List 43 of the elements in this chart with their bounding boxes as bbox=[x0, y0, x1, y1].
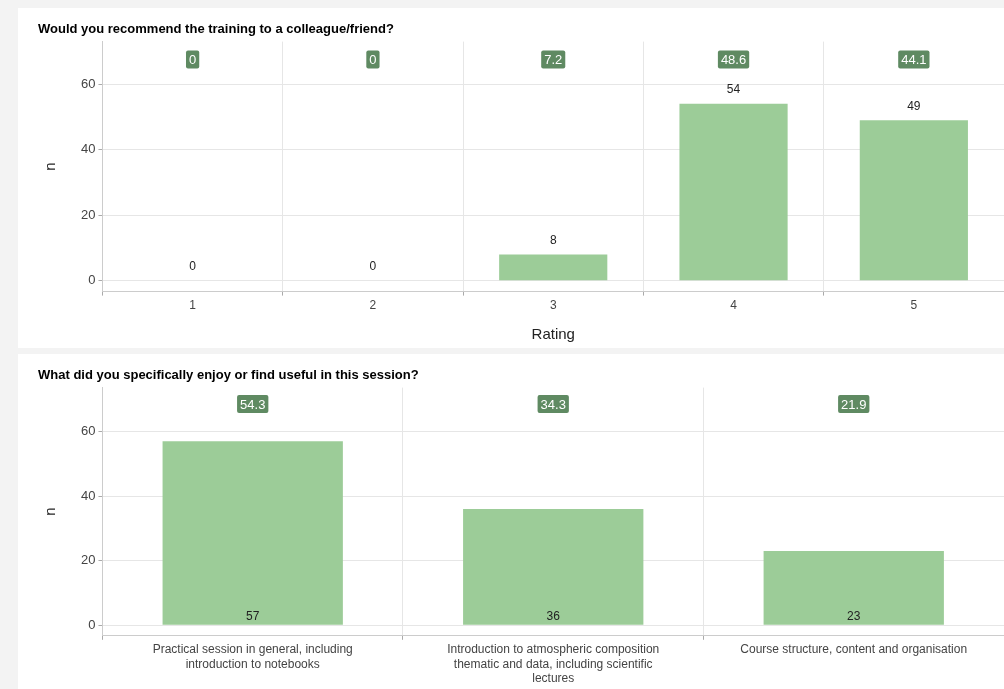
y-tick-label: 0 bbox=[88, 616, 96, 632]
chart-title: Would you recommend the training to a colleague/friend? bbox=[38, 21, 394, 37]
data-label: 23 bbox=[847, 609, 861, 624]
y-tick-label: 60 bbox=[80, 75, 96, 91]
x-tick-label: 1 bbox=[189, 298, 197, 313]
x-axis-title: Rating bbox=[531, 325, 575, 343]
bar bbox=[859, 120, 968, 281]
annotation: 21.9 bbox=[841, 396, 867, 412]
bar bbox=[463, 508, 644, 625]
annotation: 0 bbox=[369, 52, 377, 68]
y-tick-label: 0 bbox=[88, 272, 96, 288]
bar bbox=[679, 103, 788, 281]
x-tick-label: 3 bbox=[549, 298, 557, 313]
y-tick-label: 60 bbox=[80, 423, 96, 439]
annotation: 7.2 bbox=[544, 52, 563, 68]
x-tick-label: Introduction to atmospheric composition thematic and data, including scientific lectures bbox=[447, 642, 660, 686]
x-tick-label: 5 bbox=[910, 298, 918, 313]
data-label: 36 bbox=[546, 609, 561, 624]
y-tick-label: 20 bbox=[80, 552, 96, 568]
x-tick-label: 4 bbox=[730, 298, 738, 313]
data-label: 54 bbox=[726, 82, 741, 97]
data-label: 0 bbox=[189, 259, 197, 274]
x-tick-label: Practical session in general, including introduction to notebooks bbox=[152, 642, 353, 671]
annotation: 34.3 bbox=[540, 396, 566, 412]
x-tick-label: 2 bbox=[369, 298, 377, 313]
y-axis-title: n bbox=[41, 162, 59, 171]
chart-title: What did you specifically enjoy or find useful in this session? bbox=[38, 367, 419, 383]
y-tick-label: 40 bbox=[80, 141, 96, 157]
data-label: 49 bbox=[907, 98, 921, 113]
y-tick-label: 40 bbox=[80, 487, 96, 503]
annotation: 0 bbox=[189, 52, 197, 68]
data-label: 8 bbox=[549, 232, 557, 247]
bar bbox=[499, 254, 608, 281]
data-label: 0 bbox=[369, 259, 377, 274]
x-tick-label: Course structure, content and organisation bbox=[740, 642, 968, 657]
data-label: 57 bbox=[246, 609, 260, 624]
y-axis-title: n bbox=[41, 507, 59, 516]
annotation: 48.6 bbox=[720, 52, 747, 68]
annotation: 44.1 bbox=[901, 52, 927, 68]
annotation: 54.3 bbox=[240, 396, 266, 412]
y-tick-label: 20 bbox=[80, 206, 96, 222]
bar bbox=[763, 550, 944, 625]
bar bbox=[162, 441, 343, 625]
